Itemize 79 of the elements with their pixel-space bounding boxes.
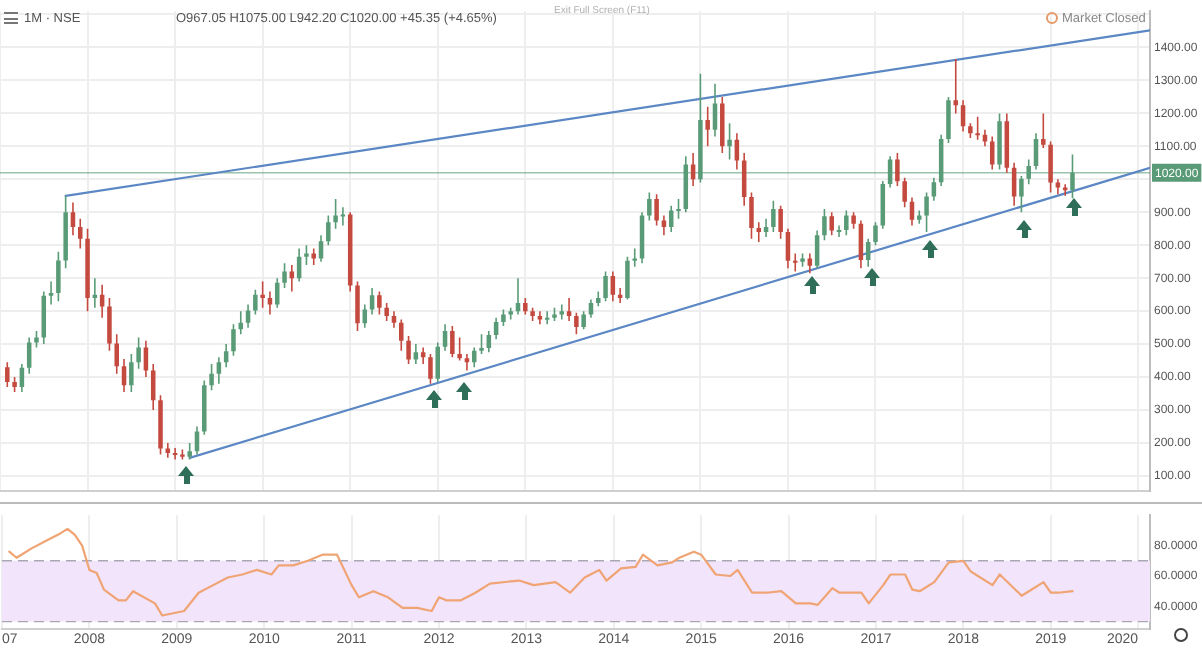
candlestick bbox=[428, 353, 433, 385]
candlestick bbox=[413, 343, 419, 365]
candlestick bbox=[70, 201, 76, 237]
candlestick bbox=[844, 209, 849, 237]
candlestick bbox=[953, 58, 959, 115]
candlestick bbox=[566, 297, 572, 322]
candlestick bbox=[778, 204, 783, 240]
candlestick bbox=[1048, 140, 1053, 194]
candlestick bbox=[902, 176, 907, 209]
candlestick bbox=[632, 247, 637, 268]
candlestick bbox=[333, 198, 338, 230]
candlestick bbox=[895, 152, 900, 187]
candlestick bbox=[574, 312, 579, 336]
candlestick bbox=[136, 336, 141, 370]
candlestick bbox=[77, 218, 83, 250]
candlestick bbox=[676, 198, 681, 220]
candlestick bbox=[450, 325, 455, 359]
candlestick bbox=[384, 302, 389, 322]
candlestick bbox=[1041, 112, 1046, 149]
candlestick bbox=[975, 115, 980, 141]
candlestick bbox=[829, 211, 834, 237]
candlestick bbox=[129, 353, 134, 393]
candlestick bbox=[822, 208, 827, 242]
candlestick bbox=[690, 152, 696, 187]
candlestick bbox=[873, 221, 878, 247]
candlestick bbox=[107, 297, 112, 352]
candlestick bbox=[245, 303, 251, 329]
candlestick bbox=[479, 333, 484, 355]
candlestick bbox=[267, 290, 273, 316]
candlestick bbox=[705, 105, 710, 148]
candlestick bbox=[720, 96, 725, 154]
candlestick bbox=[209, 363, 214, 392]
candlestick bbox=[727, 122, 732, 161]
candlestick bbox=[26, 336, 32, 375]
candlestick bbox=[406, 335, 411, 365]
candlestick bbox=[683, 155, 689, 214]
candlestick bbox=[625, 255, 630, 301]
candlestick bbox=[1070, 153, 1075, 200]
candlestick bbox=[581, 310, 586, 331]
candlestick bbox=[377, 290, 382, 316]
candlestick bbox=[654, 193, 659, 227]
candlestick bbox=[202, 379, 207, 436]
candlestick bbox=[150, 363, 156, 411]
candlestick bbox=[260, 280, 265, 309]
candlestick bbox=[457, 336, 462, 362]
candlestick bbox=[304, 244, 309, 266]
candlestick bbox=[763, 218, 769, 238]
candlestick bbox=[420, 346, 426, 365]
candlestick bbox=[399, 318, 404, 352]
candlestick bbox=[216, 356, 222, 385]
candlestick bbox=[792, 252, 798, 273]
candlestick bbox=[1019, 175, 1024, 214]
candlestick bbox=[253, 288, 258, 316]
candlestick bbox=[1026, 158, 1031, 186]
candlestick bbox=[493, 316, 499, 340]
candlestick bbox=[924, 191, 929, 233]
candlestick bbox=[194, 425, 200, 456]
candlestick bbox=[114, 333, 119, 375]
candlestick bbox=[647, 191, 652, 222]
candlestick bbox=[231, 323, 236, 357]
candlestick bbox=[282, 262, 287, 289]
candlestick bbox=[48, 280, 54, 306]
candlestick bbox=[355, 280, 360, 332]
candlestick bbox=[1004, 112, 1010, 174]
candlestick bbox=[814, 229, 820, 270]
candlestick bbox=[749, 191, 754, 240]
candlestick bbox=[223, 343, 229, 368]
candlestick bbox=[369, 287, 375, 316]
candlestick bbox=[326, 214, 331, 247]
candlestick bbox=[56, 251, 61, 303]
candlestick bbox=[435, 341, 441, 383]
candlestick bbox=[807, 252, 813, 275]
candlestick bbox=[5, 361, 10, 388]
candlestick bbox=[946, 96, 951, 144]
candlestick bbox=[997, 112, 1002, 171]
candlestick bbox=[274, 277, 280, 309]
candlestick bbox=[603, 270, 608, 303]
candlestick bbox=[771, 199, 776, 233]
candlestick bbox=[712, 82, 718, 138]
